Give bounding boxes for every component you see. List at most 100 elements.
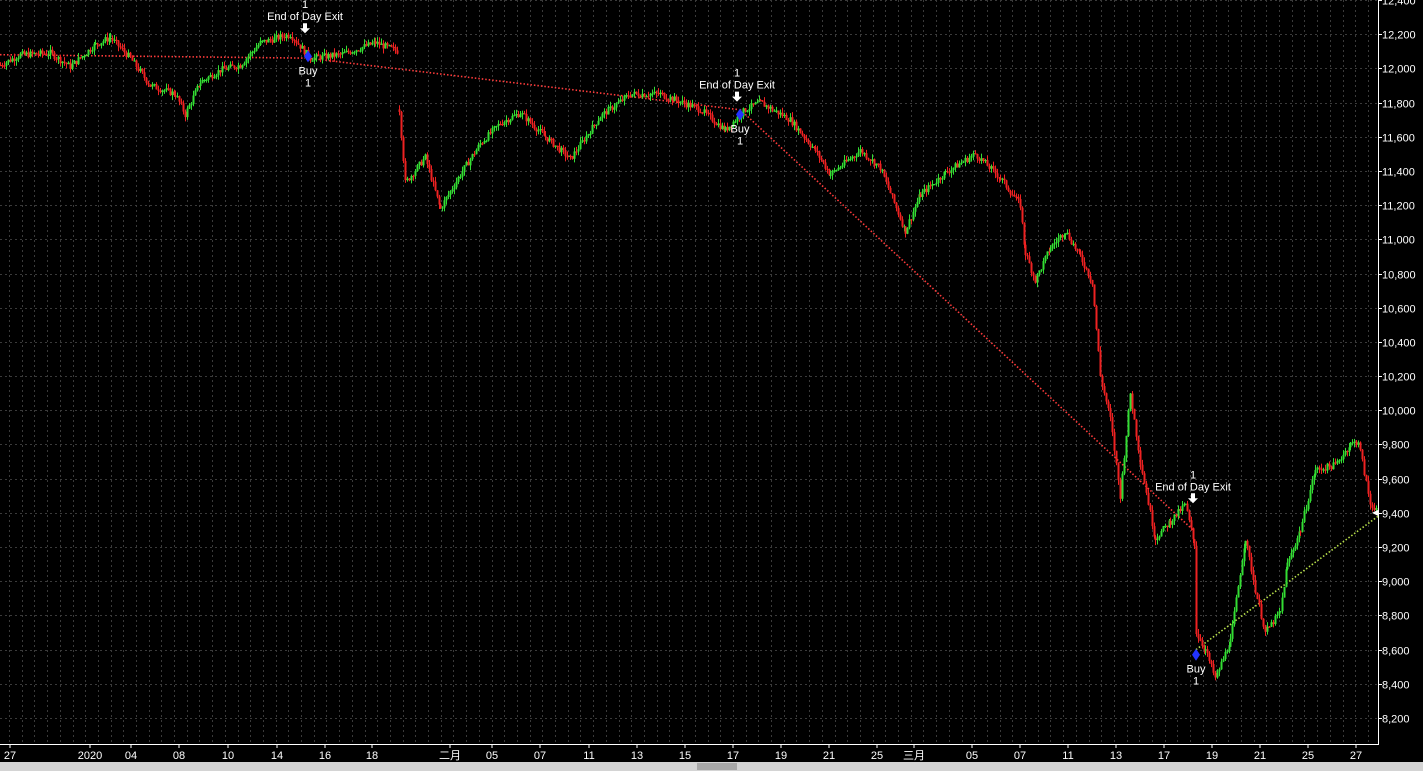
candle-body	[155, 84, 158, 90]
candle-body	[171, 91, 174, 96]
candle-body	[816, 150, 819, 153]
candle-body	[374, 41, 377, 44]
candle-body	[837, 167, 840, 171]
candle-body	[958, 163, 961, 168]
candle-body	[677, 100, 680, 104]
candle-body	[1367, 480, 1370, 494]
buy-qty: 1	[1193, 676, 1199, 688]
y-tick-label: 11,400	[1382, 167, 1415, 179]
candle-body	[1292, 549, 1295, 553]
candle-body	[457, 176, 460, 182]
candle-body	[323, 53, 326, 55]
candle-body	[1256, 592, 1259, 600]
candle-body	[1296, 538, 1299, 546]
candle-body	[495, 125, 498, 128]
candle-body	[73, 60, 76, 64]
candle-body	[137, 67, 140, 71]
candle-body	[1193, 539, 1196, 546]
candle-body	[693, 104, 696, 106]
candle-body	[732, 121, 735, 127]
candle-body	[724, 127, 727, 131]
candle-body	[1201, 640, 1204, 646]
candle-body	[1218, 669, 1221, 672]
candle-body	[679, 101, 682, 104]
candle-body	[426, 154, 429, 165]
candle-body	[689, 102, 692, 108]
scrollbar-thumb[interactable]	[697, 763, 737, 770]
candle-body	[605, 111, 608, 115]
candle-body	[1160, 530, 1163, 537]
candle-body	[517, 114, 520, 118]
candle-body	[434, 181, 437, 191]
candle-body	[245, 58, 248, 64]
candle-body	[929, 185, 932, 187]
candle-body	[1222, 659, 1225, 662]
candle-body	[422, 159, 425, 166]
candle-body	[29, 51, 32, 58]
candle-body	[63, 61, 66, 63]
candle-body	[79, 57, 82, 59]
candle-body	[1355, 441, 1358, 445]
candle-body	[970, 155, 973, 158]
candle-body	[109, 37, 112, 40]
candle-body	[541, 128, 544, 132]
candle-body	[1373, 507, 1376, 510]
candle-body	[85, 54, 88, 57]
candle-body	[992, 166, 995, 169]
candle-body	[343, 52, 346, 54]
candle-body	[717, 123, 720, 126]
candle-body	[597, 120, 600, 125]
candle-body	[173, 91, 176, 96]
candle-body	[873, 159, 876, 166]
candle-body	[759, 99, 762, 102]
candle-body	[647, 96, 650, 98]
candle-body	[1093, 284, 1096, 306]
candle-body	[1301, 521, 1304, 532]
candle-body	[277, 34, 280, 40]
candle-body	[851, 156, 854, 159]
candle-body	[365, 44, 368, 46]
candle-body	[37, 54, 40, 56]
candle-body	[1361, 449, 1364, 460]
candle-body	[807, 139, 810, 144]
candle-body	[919, 194, 922, 197]
candle-body	[573, 151, 576, 159]
candle-body	[785, 114, 788, 121]
candle-body	[1085, 267, 1088, 269]
candle-body	[35, 52, 38, 55]
candle-body	[849, 158, 852, 161]
y-tick-label: 9,600	[1382, 475, 1410, 487]
candle-body	[1248, 545, 1251, 557]
candle-body	[1281, 597, 1284, 612]
candle-body	[117, 40, 120, 47]
candle-body	[243, 63, 246, 66]
y-tick-label: 11,200	[1382, 201, 1415, 213]
candle-body	[1001, 178, 1004, 180]
candle-body	[657, 92, 660, 95]
candle-body	[906, 227, 909, 234]
candle-body	[213, 77, 216, 79]
candle-body	[190, 103, 193, 106]
candle-body	[1272, 622, 1275, 625]
candle-body	[493, 126, 496, 128]
candle-body	[1303, 510, 1306, 522]
candle-body	[291, 36, 294, 40]
candle-body	[927, 185, 930, 193]
candle-body	[1228, 646, 1231, 652]
candle-body	[1344, 450, 1347, 455]
candle-body	[349, 52, 352, 54]
candle-body	[1121, 473, 1124, 499]
candle-body	[1013, 194, 1016, 197]
candle-body	[25, 52, 28, 55]
candle-body	[1107, 401, 1110, 409]
candle-body	[591, 124, 594, 134]
candle-body	[645, 96, 648, 98]
candle-body	[651, 93, 654, 95]
candle-body	[946, 170, 949, 173]
candle-body	[1250, 556, 1253, 572]
candle-body	[1229, 638, 1232, 647]
candle-body	[102, 41, 105, 44]
horizontal-scrollbar[interactable]	[0, 762, 1423, 771]
y-tick-label: 11,800	[1382, 99, 1415, 111]
candle-body	[1359, 442, 1362, 450]
